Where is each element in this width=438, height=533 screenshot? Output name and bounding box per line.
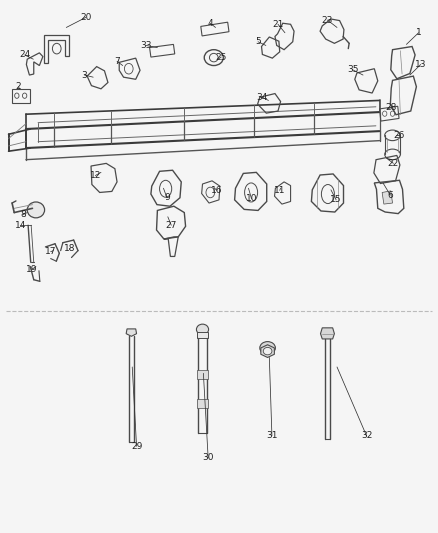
Text: 25: 25 (215, 53, 227, 62)
Text: 11: 11 (274, 186, 286, 195)
Text: 35: 35 (347, 65, 358, 74)
Text: 1: 1 (416, 28, 421, 37)
Text: 20: 20 (80, 13, 92, 22)
Text: 5: 5 (255, 37, 261, 46)
Text: 10: 10 (246, 195, 257, 203)
Text: 4: 4 (208, 19, 213, 28)
Text: 13: 13 (415, 60, 427, 69)
Text: 18: 18 (64, 244, 75, 253)
Polygon shape (126, 329, 137, 336)
Text: 23: 23 (322, 15, 333, 25)
Text: 14: 14 (14, 221, 26, 230)
Text: 15: 15 (330, 196, 342, 204)
Text: 2: 2 (16, 82, 21, 91)
Text: 21: 21 (272, 20, 284, 29)
Text: 9: 9 (164, 193, 170, 202)
Text: 3: 3 (81, 70, 88, 79)
Text: 22: 22 (388, 159, 399, 168)
Polygon shape (197, 332, 208, 338)
Polygon shape (382, 191, 392, 204)
Text: 32: 32 (361, 431, 372, 440)
Text: 8: 8 (20, 210, 26, 219)
Ellipse shape (196, 324, 208, 335)
Text: 33: 33 (140, 41, 152, 50)
Text: 16: 16 (211, 186, 223, 195)
Ellipse shape (263, 348, 272, 355)
Text: 27: 27 (166, 221, 177, 230)
Text: 7: 7 (114, 57, 120, 66)
Text: 34: 34 (257, 93, 268, 102)
Text: 28: 28 (385, 103, 396, 112)
Polygon shape (197, 399, 208, 408)
Polygon shape (321, 328, 334, 339)
Polygon shape (261, 345, 274, 358)
Polygon shape (197, 369, 208, 379)
Text: 26: 26 (393, 131, 405, 140)
Ellipse shape (260, 342, 276, 354)
Text: 19: 19 (26, 265, 37, 274)
Text: 17: 17 (45, 247, 57, 256)
Text: 24: 24 (19, 51, 30, 60)
Text: 30: 30 (202, 454, 214, 463)
Text: 6: 6 (388, 191, 393, 199)
Text: 29: 29 (131, 442, 142, 451)
Ellipse shape (27, 202, 45, 218)
Text: 31: 31 (266, 431, 278, 440)
Text: 12: 12 (90, 171, 101, 180)
